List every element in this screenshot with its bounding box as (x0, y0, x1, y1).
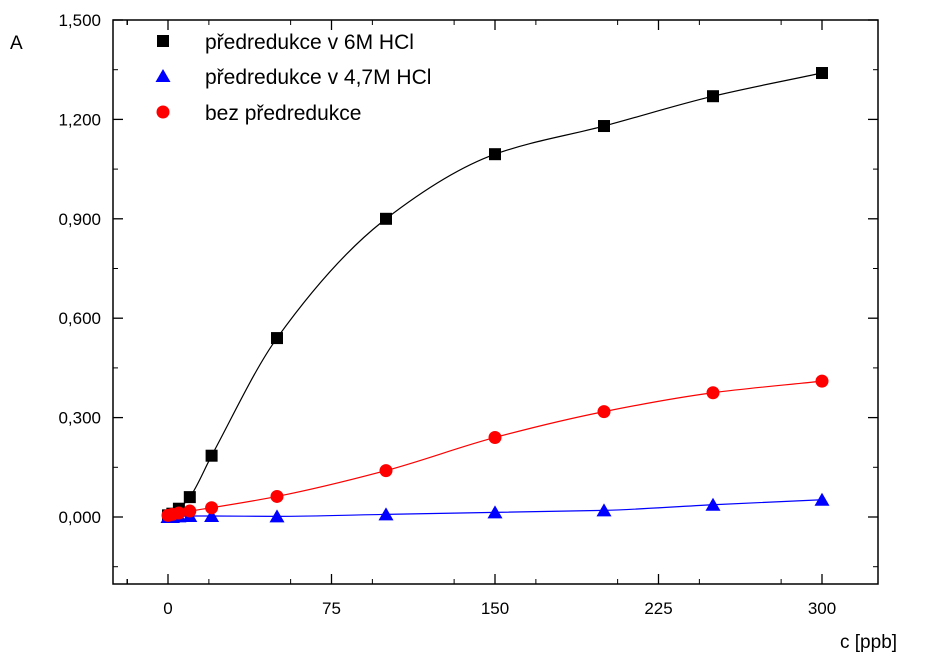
x-tick-label: 225 (644, 599, 672, 618)
x-tick-label: 300 (808, 599, 836, 618)
data-point (183, 491, 196, 504)
y-axis-title: A (10, 33, 23, 54)
y-tick-label: 1,500 (58, 11, 101, 30)
legend-marker (157, 35, 169, 47)
data-point (488, 430, 502, 444)
legend-label: bez předredukce (205, 102, 361, 125)
data-point (489, 148, 501, 161)
series-line (167, 72, 823, 516)
data-point (598, 120, 610, 133)
data-point (707, 90, 719, 103)
data-point (816, 67, 828, 80)
x-axis-title: c [ppb] (840, 632, 897, 653)
curves (167, 72, 823, 518)
legend-marker (155, 69, 171, 82)
markers (160, 67, 830, 523)
y-tick-label: 1,200 (58, 110, 101, 129)
data-point (378, 507, 394, 521)
data-point (597, 405, 611, 419)
x-tick-label: 150 (481, 599, 509, 618)
legend-label: předredukce v 4,7M HCl (205, 66, 431, 89)
data-point (379, 464, 393, 478)
data-point (270, 489, 284, 503)
data-point (706, 386, 720, 400)
data-point (596, 503, 612, 517)
y-tick-label: 0,900 (58, 210, 101, 229)
x-tick-label: 0 (163, 599, 172, 618)
ticks: 0 75 150 225 300 0,000 0,300 0,600 0,900 1,200 1,5… (58, 11, 878, 618)
legend-marker (156, 105, 170, 119)
data-point (815, 374, 829, 388)
data-point (380, 212, 392, 225)
data-point (814, 492, 830, 506)
data-point (205, 501, 219, 515)
data-point (269, 509, 285, 523)
y-tick-label: 0,300 (58, 409, 101, 428)
legend: předredukce v 6M HCl předredukce v 4,7M H… (155, 31, 431, 125)
series-line (167, 380, 823, 516)
y-tick-label: 0,600 (58, 309, 101, 328)
data-point (172, 506, 186, 520)
data-point (204, 509, 220, 523)
y-tick-label: 0,000 (58, 508, 101, 527)
x-tick-label: 75 (322, 599, 341, 618)
legend-label: předredukce v 6M HCl (205, 31, 414, 54)
data-point (487, 505, 503, 519)
data-point (205, 449, 218, 462)
data-point (705, 497, 721, 511)
data-point (271, 332, 283, 345)
data-point (183, 504, 197, 518)
